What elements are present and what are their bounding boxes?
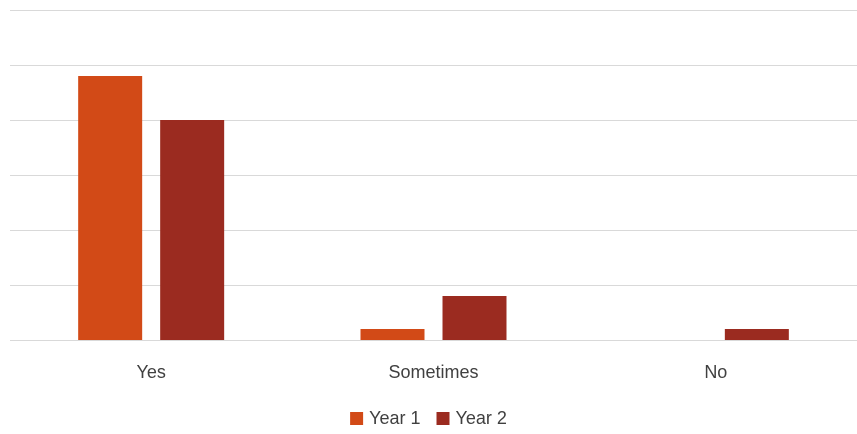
legend-label-year-2: Year 2 [456, 408, 507, 428]
legend-swatch-year-1 [350, 412, 364, 425]
bar-year-2-sometimes [442, 296, 507, 340]
gridlines [10, 10, 857, 341]
bar-year-1-sometimes [360, 329, 425, 340]
bar-year-2-yes [160, 120, 225, 340]
x-axis: Yes Sometimes No [136, 362, 727, 382]
bar-year-2-no [724, 329, 789, 340]
x-tick-label: No [704, 362, 727, 382]
x-tick-label: Yes [136, 362, 165, 382]
x-tick-label: Sometimes [388, 362, 478, 382]
bars [78, 76, 789, 340]
legend-label-year-1: Year 1 [369, 408, 420, 428]
legend-swatch-year-2 [436, 412, 450, 425]
legend: Year 1 Year 2 [350, 408, 507, 428]
bar-year-1-yes [78, 76, 143, 340]
